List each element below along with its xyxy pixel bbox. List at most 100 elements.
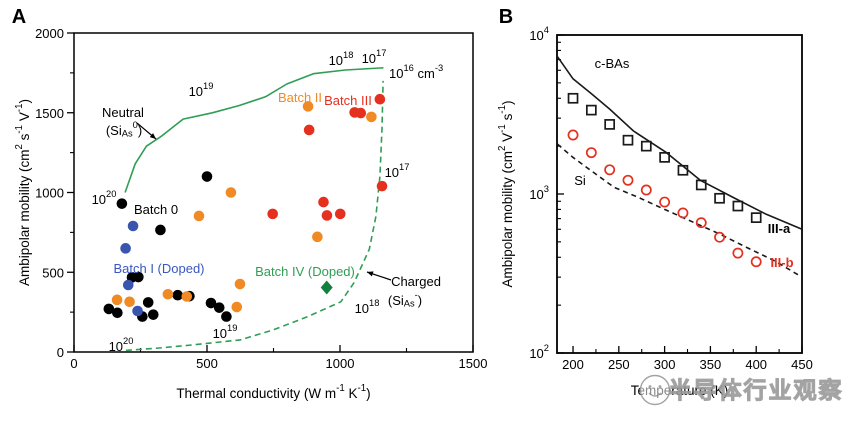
batch-i-doped-point bbox=[132, 305, 143, 317]
iii-b-point bbox=[567, 129, 579, 141]
annotation-10-17: 1017 bbox=[385, 162, 410, 179]
annotation-10-20: 1020 bbox=[92, 189, 117, 206]
batch-0-point bbox=[205, 297, 217, 309]
iii-a-point bbox=[677, 164, 689, 176]
iii-a-point bbox=[732, 200, 744, 212]
batch-iii-point bbox=[334, 208, 346, 220]
iii-b-point bbox=[659, 196, 671, 208]
batch-ii-point bbox=[366, 111, 377, 123]
batch-iii-point bbox=[376, 180, 388, 192]
batch-ii-point bbox=[312, 231, 323, 243]
y-tick-label: 1000 bbox=[35, 185, 64, 200]
curve-c-bas-model-curve bbox=[556, 56, 803, 231]
annotation-arrowhead bbox=[149, 133, 156, 139]
watermark-logo bbox=[639, 374, 671, 406]
iii-b-point bbox=[640, 184, 652, 196]
watermark-text: 半导体行业观察 bbox=[669, 377, 844, 403]
batch-iii-point bbox=[303, 124, 315, 136]
batch-iii-point bbox=[374, 93, 386, 105]
iii-a-point bbox=[622, 134, 634, 146]
panel-letter-B: B bbox=[499, 6, 513, 28]
annotation-10-18: 1018 bbox=[355, 298, 380, 315]
annotation-c-bas: c-BAs bbox=[595, 56, 630, 71]
series-batch-0 bbox=[103, 171, 232, 322]
annotation-10-19: 1019 bbox=[213, 323, 238, 340]
x-tick-label: 300 bbox=[654, 357, 676, 372]
annotation-neutral: Neutral bbox=[102, 105, 144, 120]
batch-0-point bbox=[112, 307, 123, 319]
batch-ii-point bbox=[302, 101, 314, 112]
iii-b-point bbox=[604, 164, 616, 176]
y-tick-label: 1500 bbox=[35, 105, 64, 120]
annotation-iii-a: III-a bbox=[768, 221, 791, 236]
x-tick-label: 250 bbox=[608, 357, 630, 372]
batch-ii-point bbox=[111, 294, 123, 306]
annotation-10-19: 1019 bbox=[189, 81, 214, 98]
batch-ii-point bbox=[162, 288, 174, 300]
watermark-logo-eye bbox=[648, 385, 652, 388]
watermark-logo-smile bbox=[648, 392, 662, 397]
iii-b-point bbox=[677, 207, 689, 219]
annotation-batch-iv-doped: Batch IV (Doped) bbox=[255, 264, 355, 279]
x-tick-label: 500 bbox=[196, 356, 218, 371]
y-tick-label: 2000 bbox=[35, 26, 64, 41]
iii-a-point bbox=[567, 92, 579, 104]
batch-ii-point bbox=[234, 278, 246, 290]
series-iii-b bbox=[567, 129, 762, 268]
series-batch-iii bbox=[267, 93, 388, 221]
batch-i-doped-point bbox=[127, 220, 139, 232]
series-batch-iv-doped bbox=[320, 280, 333, 295]
x-tick-label: 1500 bbox=[459, 356, 488, 371]
annotation-charged: Charged bbox=[391, 274, 441, 289]
batch-ii-point bbox=[193, 210, 205, 222]
batch-0-point bbox=[172, 289, 184, 301]
iii-a-point bbox=[695, 179, 707, 191]
batch-0-point bbox=[116, 198, 128, 209]
panel-letter-A: A bbox=[12, 6, 26, 28]
annotation-10-17: 1017 bbox=[362, 48, 387, 65]
batch-iii-point bbox=[321, 210, 333, 221]
iii-b-point bbox=[622, 174, 634, 186]
batch-iii-point bbox=[267, 208, 279, 220]
iii-b-point bbox=[695, 217, 707, 229]
batch-i-doped-point bbox=[120, 243, 131, 254]
iii-a-point bbox=[750, 212, 762, 223]
curve-charged-si-as-model-curve bbox=[125, 80, 384, 352]
x-tick-label: 350 bbox=[700, 357, 722, 372]
annotation-arrowhead bbox=[367, 271, 374, 277]
batch-i-doped-point bbox=[122, 279, 134, 291]
x-tick-label: 1000 bbox=[326, 356, 355, 371]
batch-0-point bbox=[201, 171, 213, 182]
batch-0-point bbox=[147, 309, 159, 320]
batch-0-point bbox=[221, 311, 232, 322]
batch-iii-point bbox=[318, 196, 329, 208]
x-tick-label: 0 bbox=[70, 356, 77, 371]
batch-ii-point bbox=[225, 187, 237, 198]
batch-0-point bbox=[103, 303, 115, 315]
panel-A: A 0 500 1000 1500 0 500 1000 1500 2000 Thermal con… bbox=[12, 6, 488, 401]
annotation-iii-b: III-b bbox=[770, 255, 793, 270]
batch-0-point bbox=[213, 302, 225, 313]
iii-b-point bbox=[750, 256, 762, 268]
iii-a-point bbox=[659, 152, 670, 163]
iii-a-point bbox=[604, 119, 616, 130]
y-tick-label: 102 bbox=[529, 343, 549, 360]
y-tick-label: 500 bbox=[42, 265, 64, 280]
batch-0-point bbox=[133, 271, 144, 283]
batch-ii-point bbox=[231, 301, 243, 313]
plot-frame bbox=[556, 34, 803, 354]
iii-a-point bbox=[714, 192, 725, 204]
iii-b-point bbox=[732, 247, 744, 259]
annotation-batch-iii: Batch III bbox=[324, 93, 372, 108]
batch-ii-point bbox=[181, 291, 193, 302]
x-tick-label: 450 bbox=[791, 357, 813, 372]
annotation-batch-ii: Batch II bbox=[278, 90, 322, 105]
annotation-batch-0: Batch 0 bbox=[134, 202, 178, 217]
iii-a-point bbox=[640, 140, 652, 152]
batch-0-point bbox=[155, 224, 166, 236]
batch-0-point bbox=[142, 297, 154, 308]
x-tick-label: 200 bbox=[562, 357, 584, 372]
x-tick-label: 400 bbox=[745, 357, 767, 372]
